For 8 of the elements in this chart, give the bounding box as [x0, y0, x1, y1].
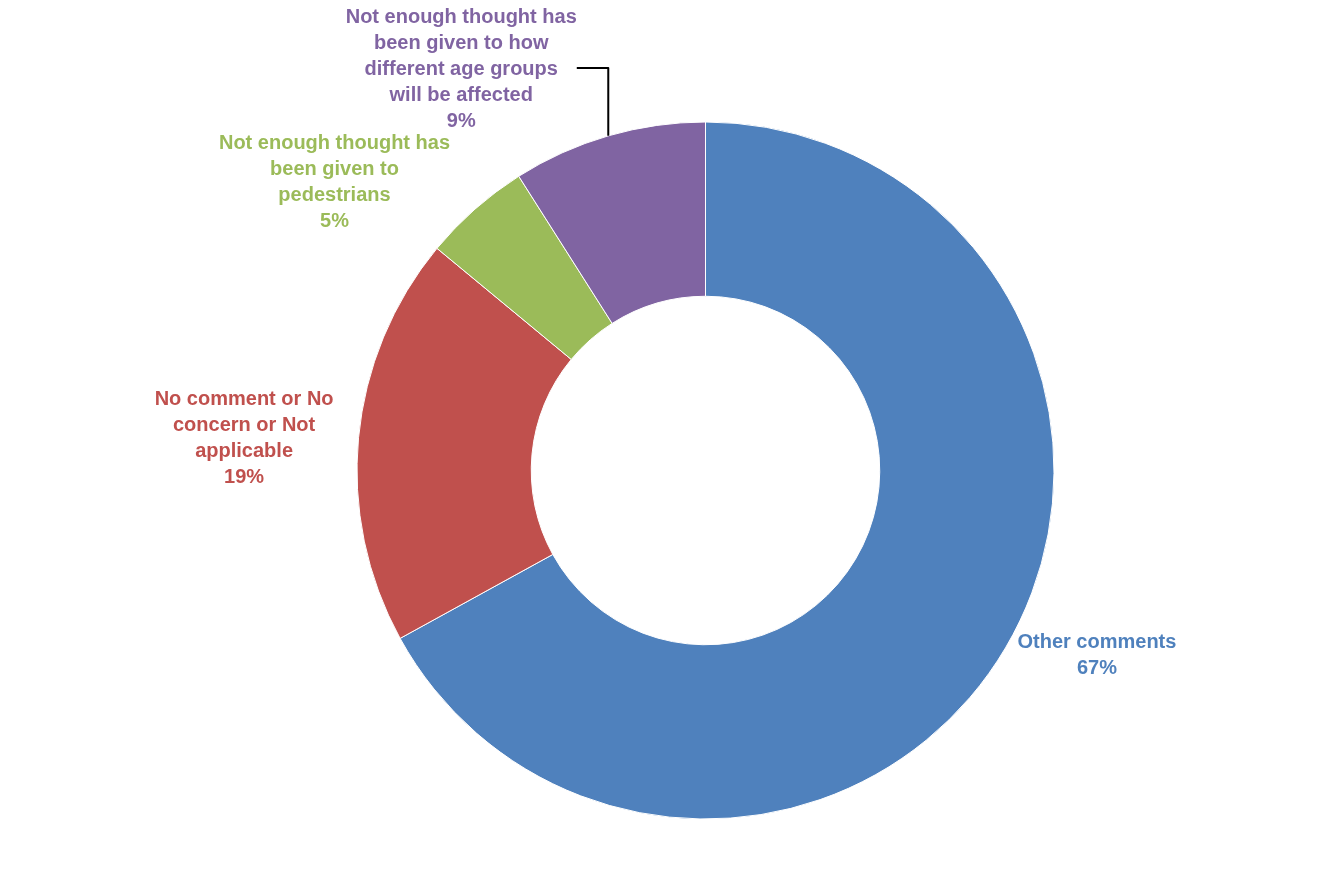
slice-label: Other comments	[1017, 630, 1177, 653]
slice-label: Not enough thought has been given to pedestrians	[218, 130, 451, 205]
slice-label: No comment or No concern or Not applicable	[154, 387, 334, 462]
data-label: 9%	[446, 108, 476, 131]
data-label: 67%	[1076, 656, 1118, 679]
data-label: 5%	[320, 208, 350, 231]
data-label: 19%	[224, 465, 265, 488]
slice-label: Not enough thought has been given to how different age groups will be affected	[345, 4, 577, 105]
